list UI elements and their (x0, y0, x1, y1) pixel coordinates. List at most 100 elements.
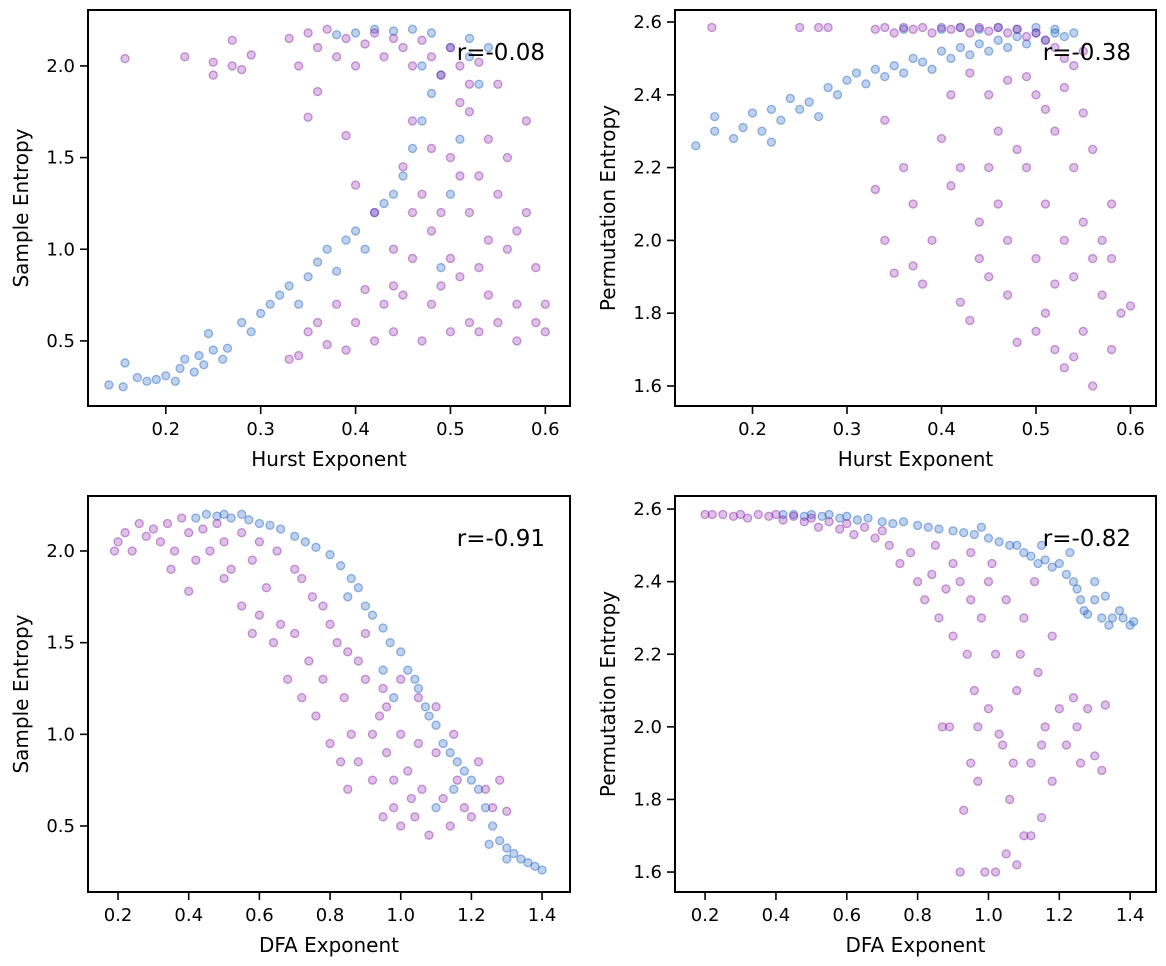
data-point (303, 28, 313, 38)
y-tick-label: 0.5 (46, 331, 75, 352)
data-point (360, 628, 371, 639)
data-point (813, 22, 824, 33)
data-point (381, 748, 392, 758)
data-point (360, 284, 370, 295)
data-point (426, 226, 437, 236)
data-point (776, 115, 786, 125)
data-point (452, 757, 462, 767)
data-point (132, 372, 142, 383)
data-point (1059, 53, 1069, 64)
x-tick-label: 0.4 (762, 905, 791, 926)
data-point (191, 555, 201, 565)
data-point (817, 511, 827, 521)
data-point (1059, 31, 1069, 42)
data-point (849, 529, 859, 540)
data-point (388, 281, 399, 291)
data-point (983, 577, 994, 587)
data-point (473, 784, 484, 794)
data-point (1021, 162, 1032, 173)
data-point (1075, 595, 1086, 605)
data-point (1031, 90, 1041, 100)
data-point (151, 374, 161, 385)
data-point (406, 793, 416, 804)
data-point (449, 784, 459, 794)
data-point (1047, 631, 1057, 641)
data-point (934, 613, 944, 623)
data-point (331, 30, 342, 40)
data-point (208, 345, 218, 355)
data-point (388, 244, 399, 254)
data-point (284, 33, 294, 44)
y-tick-label: 1.0 (46, 724, 75, 745)
data-point (842, 75, 852, 85)
data-point (707, 22, 717, 33)
data-point (1012, 685, 1022, 696)
data-point (322, 244, 332, 254)
data-point (303, 112, 313, 122)
y-tick-label: 1.0 (46, 239, 75, 260)
data-point (795, 22, 805, 33)
data-point (944, 722, 955, 732)
data-point (1065, 547, 1075, 558)
data-point (293, 350, 304, 361)
data-point (318, 674, 328, 684)
x-tick-label: 0.6 (832, 905, 861, 926)
data-point (1079, 606, 1089, 616)
data-point (353, 583, 363, 593)
data-point (312, 257, 323, 267)
data-point (413, 683, 424, 694)
data-point (1047, 776, 1057, 786)
data-point (728, 133, 739, 144)
data-point (311, 711, 321, 721)
data-point (388, 189, 399, 199)
data-point (449, 729, 459, 739)
data-point (997, 740, 1008, 750)
data-point (417, 61, 427, 71)
data-point (984, 162, 994, 173)
x-tick-label: 1.2 (457, 905, 486, 926)
data-point (908, 24, 918, 34)
data-point (1072, 584, 1082, 594)
data-point (346, 729, 356, 739)
y-axis-label: Sample Entropy (9, 128, 33, 287)
data-point (1088, 253, 1098, 264)
data-point (318, 601, 328, 611)
series-2 (109, 513, 512, 840)
series-1 (778, 509, 1139, 630)
data-point (322, 339, 332, 350)
data-point (169, 546, 180, 556)
data-point (521, 116, 532, 126)
data-point (1059, 363, 1069, 373)
data-point (710, 111, 720, 122)
data-point (861, 79, 871, 89)
x-tick-label: 0.2 (691, 905, 720, 926)
data-point (208, 70, 218, 80)
y-tick-label: 2.0 (46, 541, 75, 562)
data-point (311, 542, 321, 552)
data-point (379, 299, 389, 309)
data-point (325, 550, 335, 560)
data-point (1061, 569, 1072, 580)
data-point (966, 758, 976, 768)
data-point (799, 517, 809, 527)
data-point (824, 509, 834, 520)
data-point (936, 24, 947, 34)
data-point (388, 26, 399, 36)
data-point (1114, 606, 1125, 616)
data-point (350, 61, 361, 71)
data-point (832, 90, 843, 100)
data-point (436, 70, 446, 80)
y-tick-label: 1.8 (633, 303, 662, 324)
data-point (789, 509, 799, 520)
data-point (407, 116, 418, 126)
x-tick-label: 1.0 (386, 905, 415, 926)
data-point (303, 327, 313, 337)
data-point (1012, 144, 1022, 155)
data-point (789, 511, 799, 521)
data-point (965, 50, 975, 60)
data-point (880, 22, 890, 33)
subplot-3: 0.2 0.4 0.6 0.8 1.0 1.2 1.4 0.5 1.0 1.5 2.0 DFA Exp… (9, 495, 571, 957)
data-point (1002, 290, 1013, 300)
data-point (455, 171, 465, 181)
data-point (194, 350, 204, 361)
